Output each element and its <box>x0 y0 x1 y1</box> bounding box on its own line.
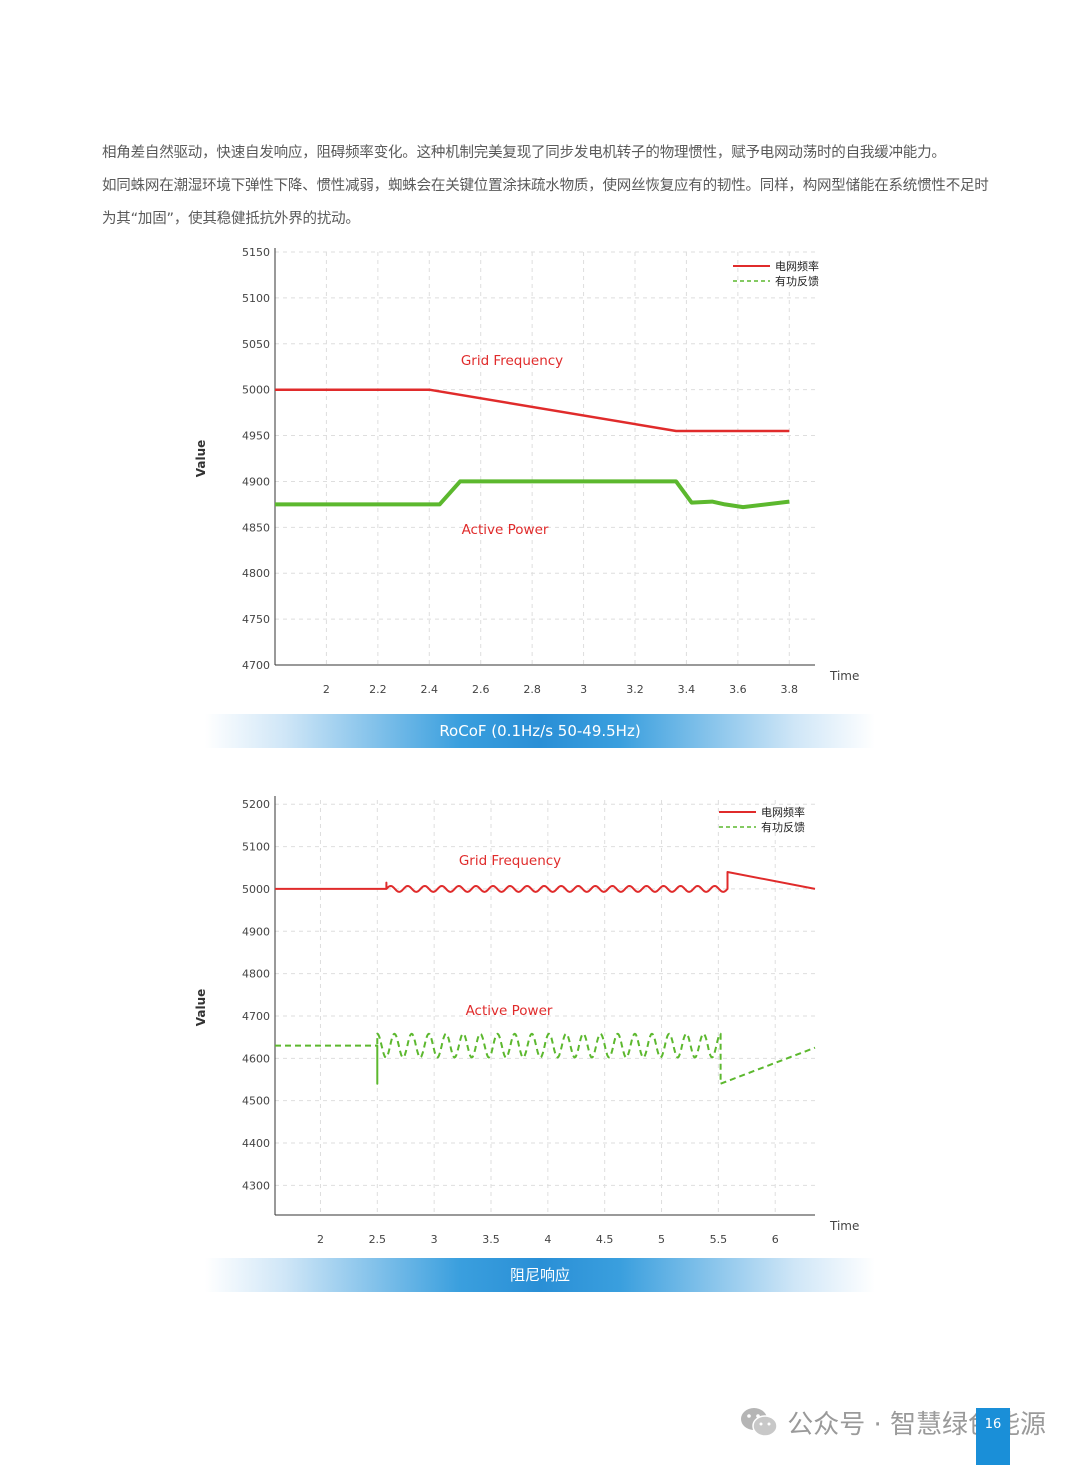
x-axis-label: Time <box>829 1219 859 1233</box>
x-tick-label: 2.5 <box>369 1233 387 1246</box>
legend-active-power-label: 有功反馈 <box>761 820 805 834</box>
x-axis-label: Time <box>829 669 859 683</box>
y-tick-label: 5100 <box>242 292 270 305</box>
y-tick-label: 5100 <box>242 841 270 854</box>
y-tick-label: 4700 <box>242 1010 270 1023</box>
x-tick-label: 3.6 <box>729 683 747 696</box>
y-tick-label: 4600 <box>242 1052 270 1065</box>
x-tick-label: 2 <box>323 683 330 696</box>
y-tick-label: 4500 <box>242 1095 270 1108</box>
y-tick-label: 4900 <box>242 925 270 938</box>
x-tick-label: 3 <box>580 683 587 696</box>
x-tick-label: 4 <box>544 1233 551 1246</box>
x-tick-label: 2.8 <box>523 683 541 696</box>
x-tick-label: 2.2 <box>369 683 387 696</box>
y-tick-label: 4750 <box>242 613 270 626</box>
grid-frequency-line <box>275 871 816 893</box>
y-axis-label: Value <box>194 989 208 1027</box>
intro-paragraph: 相角差自然驱动，快速自发响应，阻碍频率变化。这种机制完美复现了同步发电机转子的物… <box>102 145 946 161</box>
x-tick-label: 5.5 <box>710 1233 728 1246</box>
y-tick-label: 4400 <box>242 1137 270 1150</box>
damping-caption: 阻尼响应 <box>205 1258 875 1292</box>
analogy-paragraph: 如同蛛网在潮湿环境下弹性下降、惯性减弱，蜘蛛会在关键位置涂抹疏水物质，使网丝恢复… <box>102 178 989 227</box>
active-power-annotation: Active Power <box>466 1003 553 1019</box>
legend-active-power-label: 有功反馈 <box>775 274 819 288</box>
y-tick-label: 5200 <box>242 798 270 811</box>
damping-chart: 5200 5100 5000 4900 4800 4700 4600 4500 4400 4300… <box>194 796 859 1246</box>
y-tick-label: 4900 <box>242 475 270 488</box>
x-tick-label: 6 <box>772 1233 779 1246</box>
grid-frequency-annotation: Grid Frequency <box>459 853 561 869</box>
grid-frequency-annotation: Grid Frequency <box>461 353 563 369</box>
y-tick-label: 5000 <box>242 883 270 896</box>
x-tick-label: 4.5 <box>596 1233 614 1246</box>
x-tick-label: 3.5 <box>482 1233 500 1246</box>
y-tick-label: 4800 <box>242 968 270 981</box>
x-tick-label: 2 <box>317 1233 324 1246</box>
rocof-caption: RoCoF (0.1Hz/s 50-49.5Hz) <box>205 714 875 748</box>
legend-grid-frequency-label: 电网频率 <box>775 259 819 273</box>
rocof-chart: 5150 5100 5050 5000 4950 4900 4850 4800 4750 4700… <box>194 246 859 696</box>
active-power-line <box>275 1032 816 1085</box>
y-tick-label: 4950 <box>242 430 270 443</box>
x-tick-label: 3.8 <box>781 683 799 696</box>
page-number: 16 <box>976 1408 1010 1465</box>
legend-grid-frequency-label: 电网频率 <box>761 805 805 819</box>
wechat-icon <box>741 1408 778 1437</box>
y-axis-label: Value <box>194 440 208 478</box>
y-tick-label: 5150 <box>242 246 270 259</box>
y-tick-label: 5050 <box>242 338 270 351</box>
active-power-line <box>275 479 790 510</box>
y-tick-label: 4850 <box>242 521 270 534</box>
y-tick-label: 4800 <box>242 567 270 580</box>
y-tick-label: 4700 <box>242 659 270 672</box>
x-tick-label: 3 <box>431 1233 438 1246</box>
x-tick-label: 2.4 <box>421 683 439 696</box>
grid-frequency-line <box>275 388 790 433</box>
active-power-annotation: Active Power <box>462 522 549 538</box>
x-tick-label: 3.2 <box>626 683 644 696</box>
x-tick-label: 3.4 <box>678 683 696 696</box>
y-tick-label: 5000 <box>242 384 270 397</box>
y-tick-label: 4300 <box>242 1179 270 1192</box>
x-tick-label: 2.6 <box>472 683 490 696</box>
x-tick-label: 5 <box>658 1233 665 1246</box>
